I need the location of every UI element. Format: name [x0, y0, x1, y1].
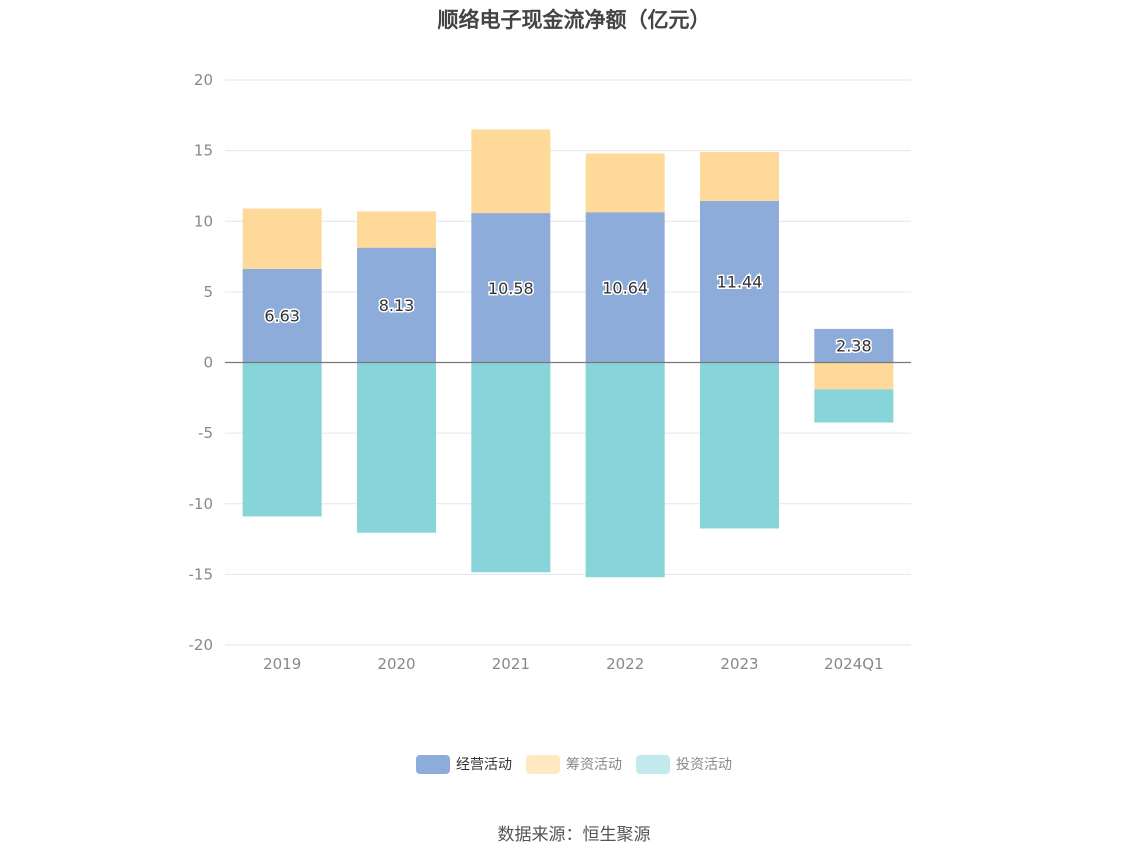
bar-operating-2022 — [585, 212, 665, 363]
source-note: 数据来源：恒生聚源 — [497, 825, 651, 845]
data-label-operating: 11.44 — [717, 273, 763, 292]
x-tick-label: 2024Q1 — [824, 655, 884, 673]
data-label-operating: 2.38 — [836, 337, 872, 356]
bar-financing-2021 — [471, 129, 551, 214]
y-tick-label: -20 — [189, 636, 214, 654]
legend-swatch-operating — [416, 754, 450, 774]
bar-investing-2022 — [585, 362, 665, 578]
bar-investing-2023 — [700, 362, 779, 529]
chart-title: 顺络电子现金流净额（亿元） — [437, 8, 711, 32]
legend: 经营活动 筹资活动 投资活动 — [0, 754, 1148, 774]
bar-investing-2020 — [357, 362, 436, 533]
bar-financing-2019 — [242, 208, 322, 269]
legend-swatch-investing — [636, 754, 670, 774]
legend-item-financing[interactable]: 筹资活动 — [526, 754, 622, 774]
bar-financing-2024Q1 — [814, 362, 894, 390]
legend-item-investing[interactable]: 投资活动 — [636, 754, 732, 774]
bar-financing-2020 — [357, 211, 436, 248]
x-tick-label: 2021 — [492, 655, 530, 673]
bar-investing-2021 — [471, 362, 551, 573]
legend-label-operating: 经营活动 — [456, 757, 512, 773]
data-label-operating: 6.63 — [264, 307, 300, 326]
bar-financing-2022 — [585, 153, 665, 213]
legend-swatch-financing — [526, 754, 560, 774]
x-tick-label: 2019 — [263, 655, 301, 673]
bar-operating-2023 — [700, 200, 779, 363]
bar-financing-2023 — [700, 152, 779, 201]
y-tick-label: 5 — [203, 283, 213, 301]
bar-operating-2024Q1 — [814, 328, 894, 363]
legend-label-investing: 投资活动 — [676, 757, 732, 773]
y-tick-label: 10 — [194, 212, 213, 230]
x-tick-label: 2022 — [606, 655, 644, 673]
y-tick-label: 20 — [194, 71, 213, 89]
x-tick-label: 2023 — [720, 655, 758, 673]
bar-operating-2019 — [242, 268, 322, 363]
bar-operating-2020 — [357, 247, 436, 363]
chart-plot: 20 15 10 5 0 -5 -10 -15 -20 6.63 2019 8.13 2020 10.58… — [189, 71, 911, 673]
data-label-operating: 8.13 — [379, 296, 415, 315]
bar-investing-2024Q1 — [814, 389, 894, 423]
bar-operating-2021 — [471, 213, 551, 363]
y-tick-label: -15 — [189, 565, 214, 583]
y-tick-label: -10 — [189, 495, 214, 513]
x-tick-label: 2020 — [377, 655, 415, 673]
y-tick-label: 15 — [194, 142, 213, 160]
data-label-operating: 10.58 — [488, 279, 534, 298]
legend-label-financing: 筹资活动 — [566, 757, 622, 773]
y-tick-label: -5 — [198, 424, 213, 442]
bar-investing-2019 — [242, 362, 322, 517]
data-label-operating: 10.64 — [602, 278, 648, 297]
y-tick-label: 0 — [203, 354, 213, 372]
legend-item-operating[interactable]: 经营活动 — [416, 754, 512, 774]
